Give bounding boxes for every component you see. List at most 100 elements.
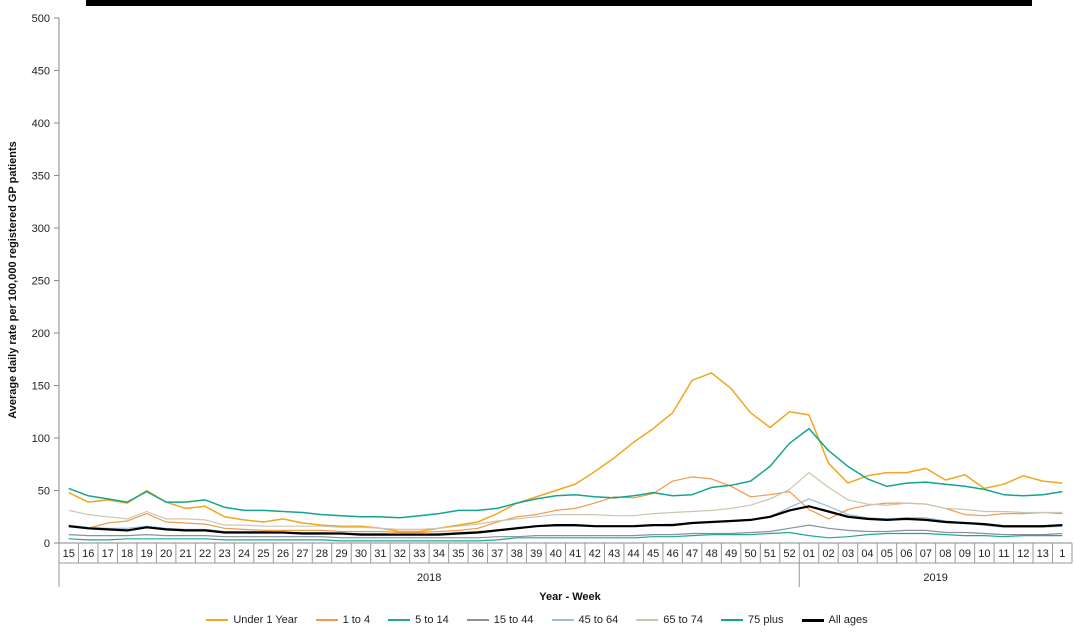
x-tick-label: 33 <box>413 548 425 560</box>
x-axis-title: Year - Week <box>539 591 601 603</box>
legend-swatch <box>388 619 411 621</box>
series-line <box>68 427 1063 519</box>
legend-label: 65 to 74 <box>663 614 704 626</box>
x-tick-label: 48 <box>705 548 717 560</box>
x-tick-label: 51 <box>764 548 776 560</box>
legend-item: Under 1 Year <box>206 614 298 626</box>
x-tick-label: 50 <box>744 548 756 560</box>
y-tick-label: 350 <box>32 171 50 183</box>
x-axis: 15 16 17 18 19 20 21 22 23 24 25 26 27 28 29 30 31 32 33 34… <box>58 542 1073 587</box>
x-tick-label: 39 <box>530 548 542 560</box>
y-tick-label: 200 <box>32 328 50 340</box>
series-line <box>68 524 1063 539</box>
x-tick-label: 24 <box>238 548 250 560</box>
legend-swatch <box>636 619 659 621</box>
x-tick-label: 43 <box>608 548 620 560</box>
y-tick-label: 500 <box>32 13 50 25</box>
x-tick-label: 37 <box>491 548 503 560</box>
y-axis: 0 50 100 150 200 250 300 350 400 450 500 <box>32 13 60 550</box>
x-tick-label: 20 <box>160 548 172 560</box>
legend-item: All ages <box>801 614 868 626</box>
series-line <box>68 476 1063 534</box>
year-label: 2018 <box>417 572 441 584</box>
chart-legend: Under 1 Year 1 to 4 5 to 14 15 to 44 45 to 6… <box>0 614 1074 626</box>
x-tick-label: 41 <box>569 548 581 560</box>
x-tick-label: 15 <box>63 548 75 560</box>
legend-item: 15 to 44 <box>466 614 534 626</box>
x-tick-label: 28 <box>316 548 328 560</box>
y-tick-label: 50 <box>38 486 50 498</box>
x-tick-label: 32 <box>394 548 406 560</box>
x-tick-label: 16 <box>82 548 94 560</box>
year-label: 2019 <box>923 572 947 584</box>
x-tick-label: 02 <box>822 548 834 560</box>
y-tick-label: 400 <box>32 118 50 130</box>
series-line <box>68 472 1063 531</box>
legend-item: 1 to 4 <box>315 614 371 626</box>
x-tick-label: 12 <box>1017 548 1029 560</box>
legend-swatch <box>206 619 229 621</box>
x-tick-label: 10 <box>978 548 990 560</box>
legend-swatch <box>721 619 744 621</box>
series-line <box>68 372 1063 533</box>
y-tick-label: 300 <box>32 223 50 235</box>
x-tick-label: 46 <box>667 548 679 560</box>
legend-label: Under 1 Year <box>233 614 298 626</box>
legend-item: 45 to 64 <box>551 614 619 626</box>
x-tick-label: 03 <box>842 548 854 560</box>
y-tick-label: 100 <box>32 433 50 445</box>
x-tick-label: 08 <box>939 548 951 560</box>
y-axis-title: Average daily rate per 100,000 registere… <box>7 141 19 419</box>
x-tick-label: 21 <box>180 548 192 560</box>
x-tick-label: 30 <box>355 548 367 560</box>
x-tick-label: 40 <box>550 548 562 560</box>
x-tick-label: 18 <box>121 548 133 560</box>
legend-swatch <box>551 619 574 621</box>
x-tick-label: 49 <box>725 548 737 560</box>
legend-item: 5 to 14 <box>388 614 449 626</box>
series-line <box>68 531 1063 542</box>
x-tick-label: 05 <box>881 548 893 560</box>
legend-swatch <box>466 619 489 621</box>
x-tick-label: 34 <box>433 548 445 560</box>
x-tick-label: 06 <box>900 548 912 560</box>
x-tick-label: 44 <box>628 548 640 560</box>
x-tick-label: 26 <box>277 548 289 560</box>
legend-label: 5 to 14 <box>415 614 449 626</box>
x-tick-label: 09 <box>959 548 971 560</box>
legend-swatch <box>801 618 824 622</box>
x-tick-label: 11 <box>998 548 1009 560</box>
x-tick-label: 35 <box>452 548 464 560</box>
x-tick-label: 27 <box>296 548 308 560</box>
x-tick-label: 52 <box>783 548 795 560</box>
x-tick-label: 36 <box>472 548 484 560</box>
legend-item: 65 to 74 <box>636 614 703 626</box>
legend-label: 15 to 44 <box>493 614 534 626</box>
legend-item: 75 plus <box>721 614 784 626</box>
x-tick-label: 07 <box>920 548 932 560</box>
legend-label: 75 plus <box>748 614 784 626</box>
x-tick-label: 19 <box>141 548 153 560</box>
x-tick-label: 31 <box>374 548 386 560</box>
y-tick-label: 450 <box>32 66 50 78</box>
x-tick-label: 1 <box>1059 548 1065 560</box>
y-tick-label: 250 <box>32 276 50 288</box>
x-tick-label: 25 <box>257 548 269 560</box>
x-tick-label: 29 <box>335 548 347 560</box>
chart-title-bar <box>86 0 1032 6</box>
y-tick-label: 150 <box>32 381 50 393</box>
x-tick-label: 04 <box>861 548 873 560</box>
x-tick-label: 22 <box>199 548 211 560</box>
x-tick-label: 13 <box>1037 548 1049 560</box>
legend-label: 1 to 4 <box>342 614 371 626</box>
legend-label: 45 to 64 <box>578 614 619 626</box>
legend-swatch <box>315 619 338 621</box>
x-tick-label: 01 <box>803 548 815 560</box>
x-tick-label: 38 <box>511 548 523 560</box>
legend-label: All ages <box>828 614 868 626</box>
series-layer <box>68 372 1063 542</box>
x-tick-label: 45 <box>647 548 659 560</box>
x-tick-label: 47 <box>686 548 698 560</box>
x-tick-label: 42 <box>589 548 601 560</box>
